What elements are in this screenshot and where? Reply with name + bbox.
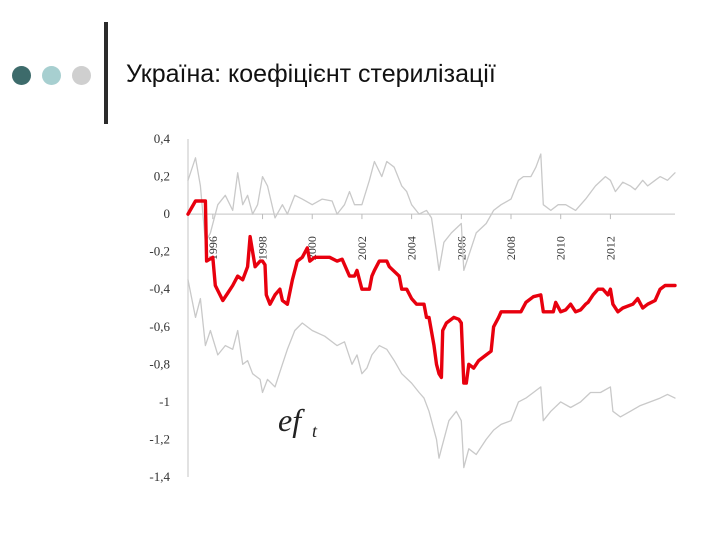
x-tick-label: 2012 — [603, 236, 617, 260]
annotation-subscript: t — [312, 421, 318, 441]
title-divider — [104, 22, 108, 124]
y-tick-label: 0,4 — [154, 131, 171, 146]
x-tick-label: 1998 — [256, 236, 270, 260]
bullet-dot-dark — [12, 66, 31, 85]
y-tick-label: -1,2 — [149, 431, 170, 446]
annotation-ef-label: ef — [278, 402, 305, 438]
x-tick-label: 1996 — [206, 236, 220, 260]
series-line-lower-band — [187, 279, 676, 469]
chart-annotation: ef t — [278, 402, 318, 441]
slide-title: Україна: коефіцієнт стерилізації — [126, 60, 496, 88]
y-tick-label: -0,8 — [149, 356, 170, 371]
y-tick-label: -0,2 — [149, 244, 170, 259]
chart-axes: 0,4 0,2 0 -0,2 -0,4 -0,6 -0,8 -1 -1,2 -1,4 1996 199… — [149, 131, 675, 484]
bullet-dot-light-blue — [42, 66, 61, 85]
y-tick-label: -0,4 — [149, 281, 170, 296]
bullet-dot-grey — [72, 66, 91, 85]
x-tick-label: 2010 — [554, 236, 568, 260]
x-tick-label: 2002 — [355, 236, 369, 260]
x-tick-label: 2008 — [504, 236, 518, 260]
y-tick-label: -1,4 — [149, 469, 170, 484]
chart-series — [186, 153, 677, 469]
x-tick-label: 2006 — [454, 236, 468, 260]
series-line-estimate — [186, 199, 677, 385]
y-tick-label: 0,2 — [154, 169, 170, 184]
series-line-upper-band — [187, 153, 676, 272]
y-tick-label: -1 — [159, 394, 170, 409]
x-tick-label: 2004 — [405, 236, 419, 260]
y-tick-label: -0,6 — [149, 319, 170, 334]
y-tick-label: 0 — [164, 206, 171, 221]
